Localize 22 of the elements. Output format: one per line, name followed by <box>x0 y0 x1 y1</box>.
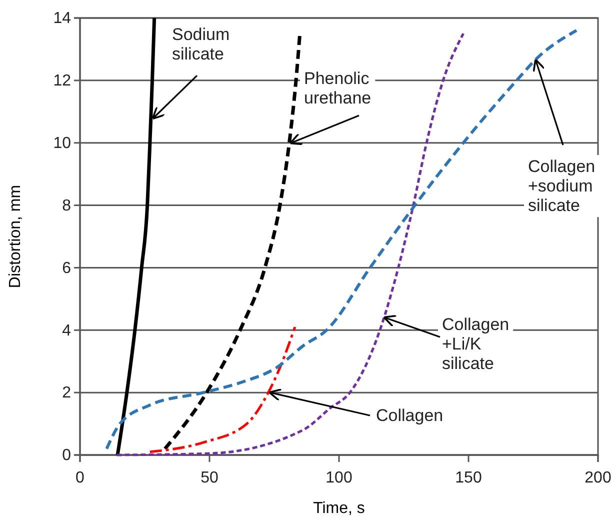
y-tick-label: 6 <box>62 260 72 277</box>
x-tick-label: 150 <box>455 470 482 487</box>
y-tick-label: 8 <box>62 197 72 214</box>
y-tick-label: 0 <box>62 447 72 464</box>
y-tick-label: 4 <box>62 322 72 340</box>
annotation: Collagen <box>376 406 444 425</box>
annotation: Sodium silicate <box>172 25 230 64</box>
annotation: Collagen +sodium silicate <box>528 157 596 216</box>
line-series <box>148 326 296 454</box>
x-axis-title: Time, s <box>313 500 365 517</box>
x-tick-label: 50 <box>200 470 218 487</box>
y-tick-label: 12 <box>53 72 72 90</box>
x-tick-label: 0 <box>76 470 85 487</box>
line-series <box>116 16 156 457</box>
y-tick-label: 10 <box>53 134 72 152</box>
annotation: Collagen +Li/K silicate <box>442 315 510 374</box>
annotation: Phenolic urethane <box>304 69 372 108</box>
y-tick-label: 14 <box>53 10 72 28</box>
x-tick-label: 100 <box>326 470 352 487</box>
x-tick-label: 200 <box>584 470 612 487</box>
y-axis-title: Distortion, mm <box>7 184 24 288</box>
y-tick-label: 2 <box>62 384 72 402</box>
